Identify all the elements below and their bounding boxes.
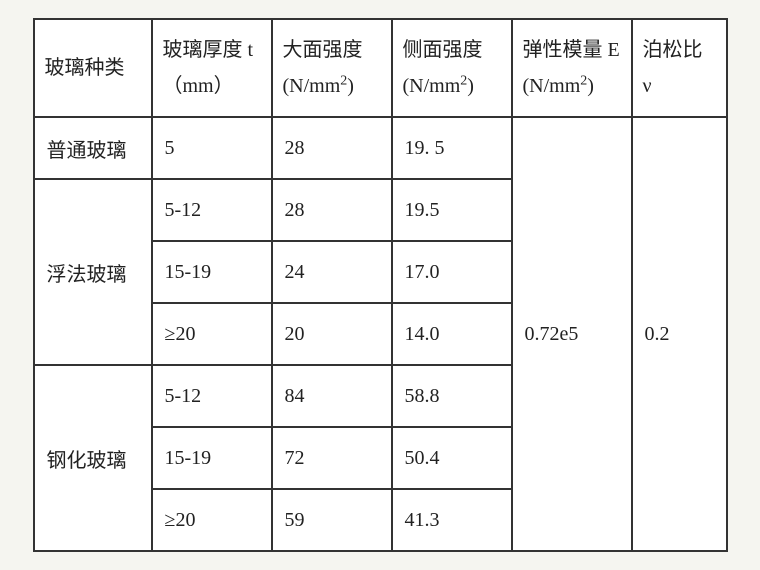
header-side-l2-pre: (N/mm — [403, 75, 461, 97]
cell-float3-side: 14.0 — [392, 303, 512, 365]
cell-tempered2-front: 72 — [272, 427, 392, 489]
cell-ordinary-type: 普通玻璃 — [34, 117, 152, 179]
cell-float-type: 浮法玻璃 — [34, 179, 152, 365]
cell-elastic-value: 0.72e5 — [512, 117, 632, 551]
header-front-l2-pre: (N/mm — [283, 75, 341, 97]
glass-properties-table: 玻璃种类 玻璃厚度 t （mm） 大面强度 (N/mm2) 侧面强度 (N/mm… — [33, 18, 728, 552]
header-glass-type: 玻璃种类 — [34, 19, 152, 117]
header-row: 玻璃种类 玻璃厚度 t （mm） 大面强度 (N/mm2) 侧面强度 (N/mm… — [34, 19, 727, 117]
cell-ordinary-thickness: 5 — [152, 117, 272, 179]
cell-poisson-value: 0.2 — [632, 117, 727, 551]
header-side-l2-post: ) — [467, 75, 474, 97]
cell-tempered3-front: 59 — [272, 489, 392, 551]
header-side-l1: 侧面强度 — [403, 32, 501, 68]
header-side-strength: 侧面强度 (N/mm2) — [392, 19, 512, 117]
header-front-strength: 大面强度 (N/mm2) — [272, 19, 392, 117]
cell-float3-thickness: ≥20 — [152, 303, 272, 365]
cell-float2-front: 24 — [272, 241, 392, 303]
cell-tempered1-side: 58.8 — [392, 365, 512, 427]
cell-float1-thickness: 5-12 — [152, 179, 272, 241]
glass-properties-table-container: 玻璃种类 玻璃厚度 t （mm） 大面强度 (N/mm2) 侧面强度 (N/mm… — [33, 18, 728, 552]
header-front-l1: 大面强度 — [283, 32, 381, 68]
header-poisson-l2: ν — [643, 68, 716, 104]
cell-float2-side: 17.0 — [392, 241, 512, 303]
header-glass-type-l1: 玻璃种类 — [45, 50, 141, 86]
cell-ordinary-front: 28 — [272, 117, 392, 179]
header-thickness-l2: （mm） — [163, 68, 261, 104]
header-elastic-l2-pre: (N/mm — [523, 75, 581, 97]
header-thickness: 玻璃厚度 t （mm） — [152, 19, 272, 117]
cell-float2-thickness: 15-19 — [152, 241, 272, 303]
header-elastic-l2-post: ) — [587, 75, 594, 97]
header-side-l2: (N/mm2) — [403, 68, 501, 104]
cell-tempered-type: 钢化玻璃 — [34, 365, 152, 551]
header-elastic-l1: 弹性模量 E — [523, 32, 621, 68]
header-elastic-modulus: 弹性模量 E (N/mm2) — [512, 19, 632, 117]
header-elastic-l2: (N/mm2) — [523, 68, 621, 104]
header-front-l2: (N/mm2) — [283, 68, 381, 104]
cell-tempered1-thickness: 5-12 — [152, 365, 272, 427]
header-front-l2-post: ) — [347, 75, 354, 97]
cell-float1-front: 28 — [272, 179, 392, 241]
table-row: 普通玻璃 5 28 19. 5 0.72e5 0.2 — [34, 117, 727, 179]
cell-tempered1-front: 84 — [272, 365, 392, 427]
cell-tempered2-thickness: 15-19 — [152, 427, 272, 489]
cell-tempered2-side: 50.4 — [392, 427, 512, 489]
header-poisson-l1: 泊松比 — [643, 32, 716, 68]
header-thickness-l1: 玻璃厚度 t — [163, 32, 261, 68]
cell-ordinary-side: 19. 5 — [392, 117, 512, 179]
cell-float3-front: 20 — [272, 303, 392, 365]
cell-tempered3-side: 41.3 — [392, 489, 512, 551]
cell-tempered3-thickness: ≥20 — [152, 489, 272, 551]
cell-float1-side: 19.5 — [392, 179, 512, 241]
header-poisson-ratio: 泊松比 ν — [632, 19, 727, 117]
